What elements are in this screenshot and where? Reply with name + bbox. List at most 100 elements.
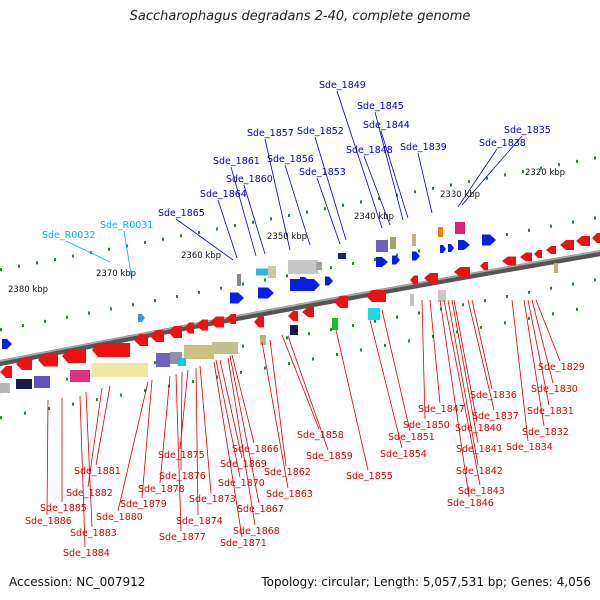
scale-tick	[576, 159, 578, 163]
kbp-labels: 2320 kbp 2330 kbp 2340 kbp 2350 kbp 2360 kbp…	[8, 168, 565, 295]
reverse-leader-line	[117, 381, 149, 512]
scale-tick	[264, 366, 266, 370]
reverse-gene-arrow	[424, 273, 438, 283]
reverse-gene-label: Sde_1879	[120, 499, 167, 510]
reverse-gene-label: Sde_1832	[522, 427, 569, 438]
forward-leader-line	[380, 130, 409, 219]
reverse-gene-box	[70, 370, 90, 382]
scale-tick	[378, 197, 380, 201]
scale-tick	[154, 361, 156, 365]
scale-tick	[468, 180, 470, 184]
reverse-gene-box	[184, 345, 214, 359]
reverse-gene-arrow	[560, 240, 574, 250]
scale-tick	[198, 290, 200, 294]
reverse-gene-label: Sde_1842	[456, 466, 503, 477]
scale-tick	[374, 257, 376, 261]
scale-tick	[594, 216, 596, 220]
reverse-leader-line	[261, 341, 289, 489]
forward-gene-box	[455, 222, 465, 234]
reverse-gene-label: Sde_1847	[418, 404, 465, 415]
scale-tick	[306, 210, 308, 214]
forward-gene-arrow	[392, 255, 400, 265]
scale-tick	[374, 319, 376, 323]
reverse-gene-arrow	[334, 296, 348, 308]
reverse-gene-arrow	[520, 252, 532, 262]
scale-tick	[330, 328, 332, 332]
reverse-leader-line	[453, 299, 478, 423]
scale-tick	[550, 224, 552, 228]
reverse-gene-label: Sde_1868	[233, 526, 280, 537]
reverse-leader-line	[87, 387, 103, 488]
reverse-leader-line	[439, 299, 470, 498]
reverse-gene-label: Sde_1850	[403, 420, 450, 431]
forward-gene-arrow	[482, 234, 496, 246]
forward-gene-label: Sde_1852	[297, 126, 344, 137]
forward-gene-arrow	[458, 240, 470, 250]
reverse-gene-label: Sde_1876	[159, 471, 206, 482]
scale-tick	[88, 311, 90, 315]
scale-tick	[96, 398, 98, 402]
scale-tick	[418, 311, 420, 315]
scale-tick	[72, 402, 74, 406]
reverse-leader-line	[180, 371, 183, 471]
reverse-gene-box	[34, 376, 50, 388]
scale-tick	[594, 156, 596, 160]
reverse-gene-arrow	[62, 349, 86, 363]
scale-tick	[572, 220, 574, 224]
reverse-gene-label: Sde_1882	[66, 488, 113, 499]
reverse-leader-line	[451, 299, 479, 444]
genome-summary-text: Topology: circular; Length: 5,057,531 bp…	[261, 575, 591, 589]
reverse-gene-box	[410, 294, 414, 306]
scale-tick	[528, 316, 530, 320]
reverse-leader-line	[141, 379, 153, 499]
scale-tick	[18, 264, 20, 268]
scale-tick	[312, 357, 314, 361]
reverse-gene-arrow	[502, 256, 516, 266]
reverse-gene-arrow	[592, 233, 600, 243]
reverse-leader-line	[231, 354, 255, 444]
scale-tick	[462, 303, 464, 307]
forward-leader-line	[417, 152, 433, 214]
forward-gene-label: Sde_1860	[226, 174, 273, 185]
forward-gene-label: Sde_1845	[357, 101, 404, 112]
reverse-gene-arrow	[150, 330, 164, 342]
scale-tick	[120, 393, 122, 397]
kbp-label: 2330 kbp	[440, 190, 480, 200]
forward-leader-line	[230, 166, 257, 257]
scale-tick	[342, 203, 344, 207]
scale-tick	[66, 377, 68, 381]
reverse-gene-label: Sde_1884	[63, 548, 110, 559]
forward-gene-arrow	[258, 287, 274, 299]
reverse-gene-label: Sde_1873	[189, 494, 236, 505]
scale-tick	[110, 307, 112, 311]
reverse-gene-arrow	[302, 307, 314, 317]
scale-tick	[36, 261, 38, 265]
reverse-gene-label: Sde_1841	[456, 444, 503, 455]
rna-gene-arrow	[138, 314, 145, 322]
forward-leader-line	[175, 218, 234, 261]
reverse-leader-line	[531, 299, 554, 384]
reverse-gene-arrow	[480, 262, 488, 270]
reverse-gene-arrow	[0, 366, 12, 378]
reverse-gene-label: Sde_1858	[297, 430, 344, 441]
scale-tick	[252, 220, 254, 224]
forward-gene-arrow	[448, 244, 454, 252]
reverse-gene-label: Sde_1851	[388, 432, 435, 443]
reverse-leader-line	[219, 359, 243, 459]
genome-backbone	[0, 250, 600, 367]
rna-gene-label: Sde_R0031	[100, 220, 153, 231]
forward-gene-label: Sde_1856	[267, 154, 314, 165]
forward-gene-arrow	[325, 276, 333, 286]
scale-tick	[242, 344, 244, 348]
scale-tick	[192, 380, 194, 384]
reverse-leader-line	[199, 365, 212, 494]
reverse-gene-label: Sde_1885	[40, 503, 87, 514]
kbp-label: 2360 kbp	[181, 251, 221, 261]
scale-tick	[558, 163, 560, 167]
reverse-gene-arrow	[134, 334, 148, 346]
scale-tick	[216, 227, 218, 231]
reverse-gene-arrow	[226, 314, 236, 324]
forward-gene-box	[390, 237, 396, 249]
reverse-gene-arrow	[38, 353, 58, 367]
